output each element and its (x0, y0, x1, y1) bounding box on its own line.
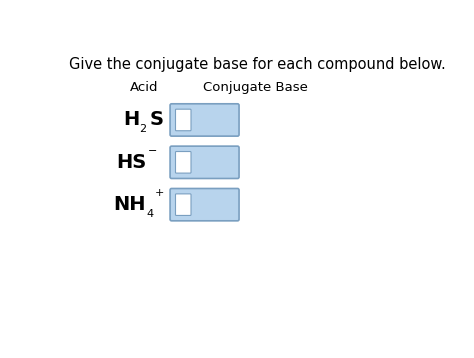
Text: NH: NH (114, 195, 146, 214)
Text: Conjugate Base: Conjugate Base (202, 81, 308, 94)
FancyBboxPatch shape (175, 151, 191, 173)
Text: +: + (155, 189, 164, 198)
FancyBboxPatch shape (175, 194, 191, 216)
Text: Acid: Acid (130, 81, 159, 94)
Text: −: − (147, 146, 157, 156)
FancyBboxPatch shape (170, 146, 239, 179)
FancyBboxPatch shape (175, 109, 191, 131)
Text: S: S (149, 111, 163, 130)
Text: 2: 2 (139, 124, 146, 134)
Text: 4: 4 (146, 208, 153, 218)
FancyBboxPatch shape (170, 104, 239, 136)
Text: Give the conjugate base for each compound below.: Give the conjugate base for each compoun… (69, 57, 445, 72)
Text: HS: HS (116, 153, 146, 172)
FancyBboxPatch shape (170, 189, 239, 221)
Text: H: H (123, 111, 139, 130)
